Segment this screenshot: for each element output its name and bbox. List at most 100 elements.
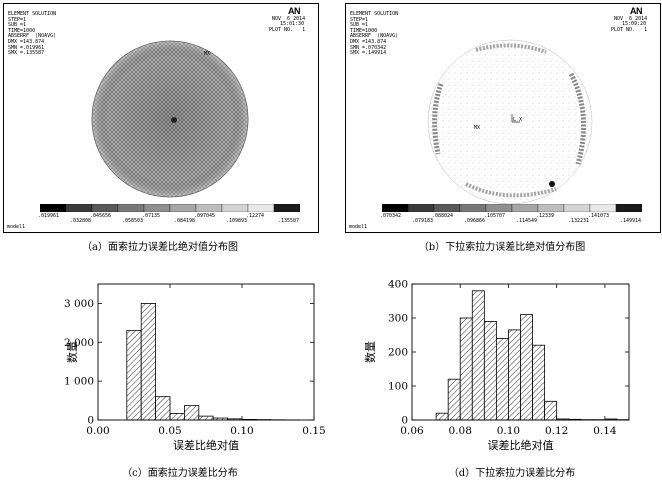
histogram-bar xyxy=(495,338,509,421)
header-line: STEP=1 xyxy=(8,16,27,23)
panel-a-mx-marker: MX xyxy=(204,51,211,57)
colorbar-label: .114549 xyxy=(516,218,538,224)
header-line: ELEMENT SOLUTION xyxy=(8,11,57,17)
colorbar-segment xyxy=(433,204,461,212)
header-line: TIME=1000 xyxy=(350,27,378,34)
colorbar-segment xyxy=(143,204,171,212)
x-tick-label: 0.00 xyxy=(86,425,109,437)
x-tick-label: 0.08 xyxy=(449,425,472,437)
colorbar-segment xyxy=(459,204,487,212)
panel-b-model: model1 xyxy=(349,224,368,230)
histogram-bar xyxy=(520,314,533,421)
histogram-bar xyxy=(183,405,200,421)
plot-frame xyxy=(97,283,315,421)
panel-a-header: ELEMENT SOLUTION STEP=1 SUB =1 TIME=1000 ABS… xyxy=(8,11,57,57)
histogram-bar xyxy=(169,412,185,421)
histogram-bar xyxy=(508,329,521,421)
colorbar-label: .032808 xyxy=(70,218,92,224)
colorbar-segment xyxy=(407,204,435,212)
caption-a: （a）面索拉力误差比绝对值分布图 xyxy=(82,242,238,253)
panel-b-colorbar xyxy=(382,204,642,212)
colorbar-segment xyxy=(511,204,539,212)
histogram-bar xyxy=(544,400,558,421)
histogram-bar xyxy=(483,321,497,421)
histogram-bar xyxy=(459,317,473,421)
colorbar-label: .105707 xyxy=(484,213,506,219)
colorbar-label: .135587 xyxy=(278,218,300,224)
colorbar-segment xyxy=(537,204,565,212)
panel-a-sphere xyxy=(91,40,249,198)
colorbar-label: .058503 xyxy=(122,218,144,224)
y-tick-label: 200 xyxy=(388,347,408,359)
colorbar-segment xyxy=(195,204,223,212)
colorbar-segment xyxy=(563,204,591,212)
histogram-bar xyxy=(198,415,214,421)
y-tick-label: 0 xyxy=(401,415,408,427)
colorbar-segment xyxy=(247,204,275,212)
colorbar-label: .070342 xyxy=(380,213,402,219)
y-axis-label: 数量 xyxy=(364,341,377,363)
x-axis-label: 误差比绝对值 xyxy=(173,438,239,452)
colorbar-label: .096866 xyxy=(464,218,486,224)
colorbar-segment xyxy=(40,204,67,212)
header-line: SMN =.070342 xyxy=(350,44,387,51)
header-line: DMX =143.874 xyxy=(8,38,45,45)
colorbar-segment xyxy=(117,204,145,212)
panel-b-date: NOV 6 2014 xyxy=(614,16,648,22)
colorbar-label: .079183 xyxy=(412,218,434,224)
colorbar-label: .132231 xyxy=(568,218,590,224)
y-tick-label: 2 000 xyxy=(64,337,94,349)
panel-b-plot-no: PLOT NO. 1 xyxy=(611,27,648,33)
y-tick-label: 400 xyxy=(388,279,408,291)
x-tick-label: 0.10 xyxy=(497,425,520,437)
colorbar-label: .12274 xyxy=(246,213,265,219)
y-tick-label: 0 xyxy=(87,415,94,427)
y-axis-label: 数量 xyxy=(66,341,79,363)
colorbar-segment xyxy=(382,204,409,212)
histogram-bar xyxy=(155,396,171,421)
panel-b-logo: AN xyxy=(630,6,643,16)
panel-a-plot-no: PLOT NO. 1 xyxy=(269,27,306,33)
colorbar-segment xyxy=(169,204,197,212)
y-tick-label: 3 000 xyxy=(64,298,94,310)
header-line: TIME=1000 xyxy=(8,27,36,34)
colorbar-label: .097045 xyxy=(194,213,216,219)
colorbar-label: .019961 xyxy=(38,213,60,219)
histogram-bar xyxy=(532,344,546,421)
caption-d: （d）下拉索拉力误差比分布 xyxy=(448,468,576,479)
colorbar-label: .084198 xyxy=(174,218,196,224)
panel-b-sphere xyxy=(427,39,593,205)
header-line: SUB =1 xyxy=(8,22,27,29)
header-line: DMX =143.874 xyxy=(350,38,387,45)
colorbar-label: .045656 xyxy=(90,213,112,219)
x-tick-label: 0.14 xyxy=(593,425,617,437)
panel-b-axis-label: L_X xyxy=(513,117,523,123)
x-tick-label: 0.15 xyxy=(302,425,325,437)
header-line: ABSERRF (NOAVG) xyxy=(350,33,399,40)
x-tick-label: 0.10 xyxy=(230,425,253,437)
colorbar-segment xyxy=(273,204,300,212)
histogram-c: 0.00 0.05 0.10 0.15 0 1 000 2 000 3 000 误差比绝对值 数量 xyxy=(64,283,326,452)
x-tick-label: 0.05 xyxy=(158,425,181,437)
header-line: STEP=1 xyxy=(350,16,369,23)
x-tick-label: 0.06 xyxy=(400,425,424,437)
x-axis-label: 误差比绝对值 xyxy=(488,438,554,452)
histogram-bar xyxy=(435,412,449,421)
panel-a-logo: AN xyxy=(288,6,301,16)
colorbar-segment xyxy=(485,204,513,212)
panel-a-time: 15:01:30 xyxy=(280,21,305,27)
ansys-panel-b: ELEMENT SOLUTION STEP=1 SUB =1 TIME=1000 ABS… xyxy=(345,3,661,233)
histogram-bar xyxy=(140,303,156,421)
colorbar-label: .088024 xyxy=(432,213,454,219)
colorbar-label: .12339 xyxy=(536,213,555,219)
colorbar-label: .149914 xyxy=(620,218,642,224)
panel-b-time: 15:09:20 xyxy=(622,21,647,27)
header-line: SMX =.149914 xyxy=(350,50,387,57)
y-tick-label: 100 xyxy=(388,381,408,393)
panel-b-mx-marker: MX xyxy=(474,125,481,131)
header-line: SMX =.135587 xyxy=(8,50,45,57)
colorbar-segment xyxy=(91,204,119,212)
histogram-d: 0.06 0.08 0.10 0.12 0.14 0 100 200 300 400 误差比绝对值 数… xyxy=(364,279,630,452)
colorbar-segment xyxy=(589,204,617,212)
colorbar-segment xyxy=(65,204,93,212)
